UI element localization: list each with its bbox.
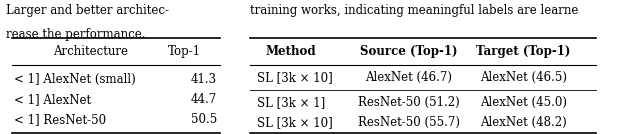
Text: rease the performance.: rease the performance. — [6, 28, 145, 41]
Text: AlexNet (46.7): AlexNet (46.7) — [365, 71, 452, 84]
Text: Architecture: Architecture — [53, 45, 129, 58]
Text: 50.5: 50.5 — [191, 113, 217, 126]
Text: Source (Top-1): Source (Top-1) — [360, 45, 458, 58]
Text: AlexNet (45.0): AlexNet (45.0) — [479, 96, 566, 109]
Text: AlexNet (48.2): AlexNet (48.2) — [480, 116, 566, 129]
Text: AlexNet (46.5): AlexNet (46.5) — [479, 71, 566, 84]
Text: SL [3k × 10]: SL [3k × 10] — [257, 116, 332, 129]
Text: Method: Method — [266, 45, 317, 58]
Text: < 1] AlexNet (small): < 1] AlexNet (small) — [15, 73, 136, 86]
Text: SL [3k × 1]: SL [3k × 1] — [257, 96, 325, 109]
Text: Larger and better architec-: Larger and better architec- — [6, 4, 169, 17]
Text: < 1] AlexNet: < 1] AlexNet — [15, 93, 92, 106]
Text: training works, indicating meaningful labels are learne: training works, indicating meaningful la… — [250, 4, 578, 17]
Text: ResNet-50 (51.2): ResNet-50 (51.2) — [358, 96, 460, 109]
Text: ResNet-50 (55.7): ResNet-50 (55.7) — [358, 116, 460, 129]
Text: Target (Top-1): Target (Top-1) — [476, 45, 570, 58]
Text: SL [3k × 10]: SL [3k × 10] — [257, 71, 332, 84]
Text: 41.3: 41.3 — [191, 73, 217, 86]
Text: 44.7: 44.7 — [191, 93, 217, 106]
Text: Top-1: Top-1 — [168, 45, 201, 58]
Text: < 1] ResNet-50: < 1] ResNet-50 — [15, 113, 107, 126]
